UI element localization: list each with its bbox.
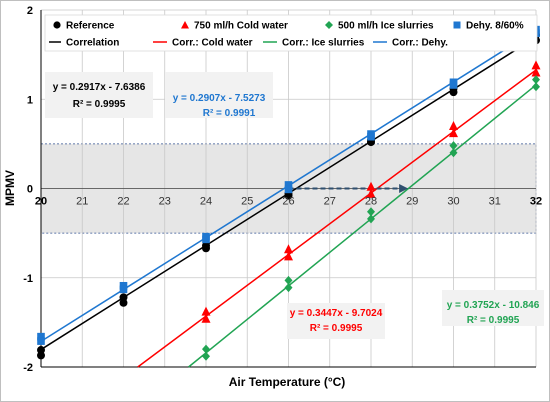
legend-label-cold-water: 750 ml/h Cold water: [194, 21, 288, 32]
x-tick-label: 27: [324, 196, 336, 208]
x-axis-title: Air Temperature (°C): [229, 375, 346, 389]
ice-slurries-point: [284, 275, 293, 285]
annotation-equation-correlation: y = 0.2917x - 7.6386: [53, 82, 146, 93]
legend-marker-dehy: [453, 21, 461, 29]
x-tick-label: 31: [489, 196, 501, 208]
annotation-r2-correlation: R² = 0.9995: [73, 99, 126, 110]
annotation-ice-slurries: y = 0.3752x - 10.846 R² = 0.9995: [442, 290, 544, 326]
cold-water-point: [449, 121, 458, 131]
annotation-r2-dehy: R² = 0.9991: [203, 108, 256, 119]
annotation-r2-ice-slurries: R² = 0.9995: [467, 315, 520, 326]
x-tick-label: 32: [530, 196, 542, 208]
x-tick-label: 23: [159, 196, 171, 208]
legend: Reference 750 ml/h Cold water 500 ml/h I…: [44, 14, 538, 52]
fit-line-cold-water: [137, 69, 537, 368]
y-tick-label: -2: [23, 362, 33, 374]
legend-marker-cold-water: [181, 21, 189, 29]
ice-slurries-point: [367, 207, 375, 217]
ice-slurries-point: [202, 351, 210, 361]
reference-point: [284, 191, 293, 200]
ice-slurries-point: [449, 141, 458, 151]
cold-water-point: [366, 181, 376, 191]
annotation-r2-cold-water: R² = 0.9995: [310, 323, 363, 334]
dehy-point: [367, 130, 375, 138]
y-tick-label: 2: [27, 5, 33, 17]
shift-arrow-head: [399, 184, 409, 193]
x-tick-label: 24: [200, 196, 212, 208]
cold-water-point: [531, 67, 541, 77]
legend-label-corr-ice-slurries: Corr.: Ice slurries: [282, 38, 365, 49]
legend-box: [44, 14, 538, 52]
annotation-equation-dehy: y = 0.2907x - 7.5273: [173, 93, 266, 104]
dehy-point: [284, 185, 293, 194]
annotation-cold-water: y = 0.3447x - 9.7024 R² = 0.9995: [287, 303, 385, 339]
reference-point: [119, 298, 128, 307]
x-tick-label: 30: [447, 196, 459, 208]
annotation-equation-cold-water: y = 0.3447x - 9.7024: [290, 308, 383, 319]
legend-label-ice-slurries: 500 ml/h Ice slurries: [338, 21, 434, 32]
x-tick-label: 28: [365, 196, 377, 208]
x-tick-label: 26: [282, 196, 294, 208]
y-tick-label: 0: [27, 184, 33, 196]
cold-water-point: [201, 306, 211, 316]
ice-slurries-point: [367, 214, 375, 224]
dehy-point: [202, 235, 210, 244]
annotation-equation-ice-slurries: y = 0.3752x - 10.846: [447, 300, 540, 311]
ice-slurries-point: [532, 82, 540, 92]
annotation-box-ice-slurries: [442, 290, 544, 326]
legend-label-corr-cold-water: Corr.: Cold water: [172, 38, 253, 49]
x-tick-label: 21: [76, 196, 88, 208]
y-axis-title: MPMV: [3, 170, 17, 206]
legend-label-reference: Reference: [66, 21, 115, 32]
annotation-box-cold-water: [287, 303, 385, 339]
y-tick-label: -1: [23, 273, 33, 285]
x-tick-label: 29: [406, 196, 418, 208]
annotation-correlation: y = 0.2917x - 7.6386 R² = 0.9995: [45, 72, 153, 118]
cold-water-point: [201, 313, 211, 323]
ice-slurries-point: [284, 283, 293, 293]
ice-slurries-point: [202, 344, 210, 354]
y-tick-label: 1: [27, 94, 33, 106]
x-tick-label: 25: [241, 196, 253, 208]
annotation-box-correlation: [45, 72, 153, 118]
dehy-point: [449, 78, 458, 87]
legend-label-corr-dehy: Corr.: Dehy.: [392, 38, 448, 49]
x-tick-label: 22: [117, 196, 129, 208]
cold-water-point: [284, 251, 293, 261]
annotation-box-dehy: [165, 72, 273, 118]
legend-marker-ice-slurries: [325, 21, 333, 29]
ice-slurries-point: [449, 148, 458, 158]
dehy-point: [37, 332, 45, 341]
legend-label-dehy: Dehy. 8/60%: [466, 21, 524, 32]
reference-point: [37, 351, 45, 360]
dehy-point: [284, 181, 293, 189]
annotation-dehy: y = 0.2907x - 7.5273 R² = 0.9991: [165, 72, 273, 119]
x-tick-label: 20: [35, 196, 47, 208]
cold-water-point: [531, 60, 541, 70]
cold-water-point: [284, 244, 293, 254]
legend-label-correlation: Correlation: [66, 38, 119, 49]
dehy-point: [37, 337, 45, 345]
fit-line-ice-slurries: [188, 84, 537, 368]
dehy-point: [119, 285, 128, 294]
ice-slurries-point: [532, 75, 540, 85]
reference-point: [202, 244, 210, 253]
legend-marker-reference: [53, 21, 61, 29]
cold-water-point: [366, 188, 376, 198]
cold-water-point: [449, 128, 458, 138]
